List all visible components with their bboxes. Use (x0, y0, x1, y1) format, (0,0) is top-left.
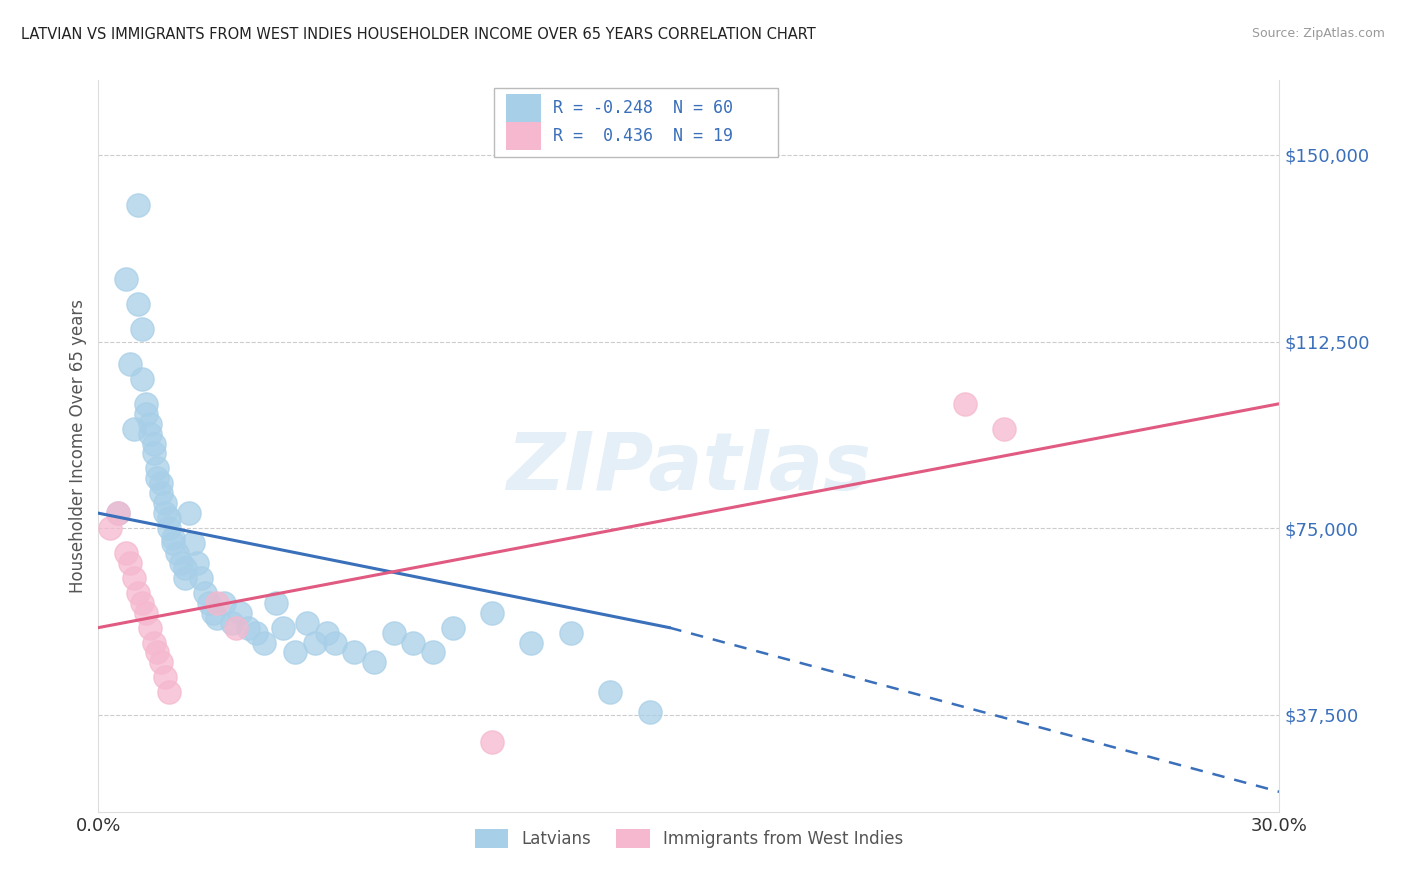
Point (201, 606, 224, 620)
Text: LATVIAN VS IMMIGRANTS FROM WEST INDIES HOUSEHOLDER INCOME OVER 65 YEARS CORRELAT: LATVIAN VS IMMIGRANTS FROM WEST INDIES H… (21, 27, 815, 42)
Point (157, 511, 180, 525)
Point (135, 407, 157, 421)
Point (142, 446, 165, 460)
Point (150, 476, 173, 491)
Point (323, 635, 346, 649)
Point (157, 685, 180, 699)
Text: ZIPatlas: ZIPatlas (506, 429, 872, 507)
Point (146, 471, 169, 485)
Point (481, 606, 503, 620)
Point (162, 536, 184, 550)
Y-axis label: Householder Income Over 65 years: Householder Income Over 65 years (69, 299, 87, 593)
Point (236, 621, 259, 635)
Point (135, 606, 157, 620)
Point (599, 685, 621, 699)
Point (115, 546, 138, 560)
Point (131, 596, 153, 610)
Point (146, 645, 169, 659)
Point (122, 421, 145, 435)
Point (98, 521, 121, 535)
Point (225, 621, 247, 635)
Point (138, 426, 160, 441)
Point (150, 656, 173, 670)
Point (245, 625, 267, 640)
Point (131, 322, 153, 336)
Point (155, 496, 177, 510)
Point (142, 436, 165, 450)
Point (174, 561, 197, 575)
Point (118, 556, 141, 570)
Point (315, 625, 337, 640)
Point (197, 596, 219, 610)
Point (194, 586, 217, 600)
Point (107, 506, 129, 520)
Point (441, 621, 464, 635)
Point (155, 506, 177, 520)
Point (422, 645, 444, 659)
Point (481, 735, 503, 749)
Point (382, 625, 405, 640)
Point (186, 556, 208, 570)
Point (122, 571, 145, 585)
Point (993, 421, 1015, 435)
Point (142, 635, 165, 649)
Text: R =  0.436  N = 19: R = 0.436 N = 19 (553, 127, 733, 145)
Point (170, 556, 193, 570)
Point (295, 615, 318, 630)
Point (118, 357, 141, 371)
Point (127, 197, 149, 211)
Point (229, 606, 252, 620)
Point (205, 596, 228, 610)
Point (520, 635, 543, 649)
Point (190, 571, 212, 585)
Point (174, 571, 197, 585)
Legend: Latvians, Immigrants from West Indies: Latvians, Immigrants from West Indies (468, 822, 910, 855)
FancyBboxPatch shape (506, 122, 541, 150)
Point (166, 546, 188, 560)
Point (560, 625, 582, 640)
Point (155, 670, 177, 684)
FancyBboxPatch shape (506, 95, 541, 122)
Point (363, 656, 385, 670)
Point (343, 645, 366, 659)
Point (205, 610, 228, 624)
Point (162, 531, 184, 545)
Point (953, 397, 976, 411)
FancyBboxPatch shape (494, 87, 778, 157)
Point (284, 645, 307, 659)
Point (177, 506, 200, 520)
Point (181, 536, 204, 550)
Point (146, 461, 169, 475)
Point (304, 635, 326, 649)
Point (115, 272, 138, 286)
Point (157, 521, 180, 535)
Text: R = -0.248  N = 60: R = -0.248 N = 60 (553, 99, 733, 117)
Point (135, 397, 157, 411)
Point (138, 621, 160, 635)
Point (221, 615, 243, 630)
Point (214, 596, 236, 610)
Point (150, 486, 173, 500)
Point (131, 372, 153, 386)
Point (107, 506, 129, 520)
Point (127, 297, 149, 311)
Point (264, 596, 287, 610)
Point (253, 635, 276, 649)
Point (273, 621, 295, 635)
Point (638, 705, 661, 719)
Point (402, 635, 425, 649)
Text: Source: ZipAtlas.com: Source: ZipAtlas.com (1251, 27, 1385, 40)
Point (127, 586, 149, 600)
Point (138, 417, 160, 431)
